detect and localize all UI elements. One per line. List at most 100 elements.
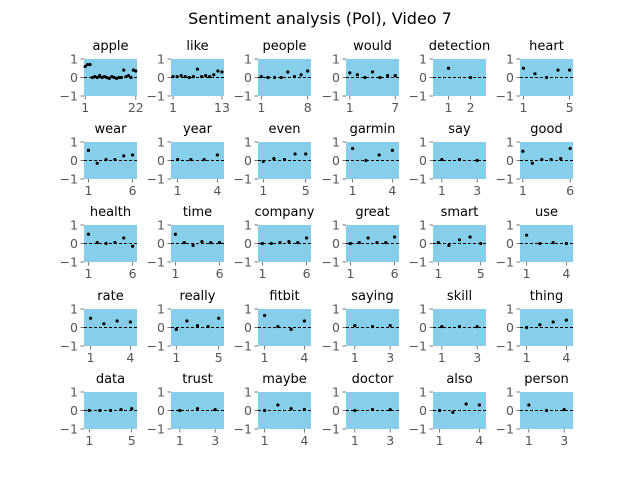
y-tick-label: −1 <box>496 255 514 270</box>
data-point <box>220 70 224 74</box>
data-point <box>113 157 117 162</box>
data-point <box>130 244 135 248</box>
data-point <box>126 74 131 78</box>
y-tick-label: −1 <box>496 339 514 354</box>
data-point <box>86 62 90 67</box>
x-tick-label: 1 <box>519 183 527 198</box>
panel-title: health <box>90 205 131 220</box>
data-point <box>183 74 187 79</box>
panel-title: skill <box>447 289 472 304</box>
x-tick-label: 1 <box>444 100 452 115</box>
data-point <box>266 75 270 80</box>
y-tick-label: −1 <box>322 89 340 104</box>
panel-title: also <box>446 372 472 387</box>
data-point <box>90 75 95 80</box>
data-point <box>440 157 444 162</box>
panel-title: smart <box>441 205 479 220</box>
data-point <box>176 157 180 162</box>
data-point <box>353 408 357 413</box>
data-point <box>86 148 91 152</box>
data-point <box>102 74 107 79</box>
x-tick-label: 4 <box>126 350 134 365</box>
panel-title: person <box>524 372 569 387</box>
data-point <box>446 66 451 70</box>
y-tick-label: 1 <box>419 52 427 67</box>
panel-title: apple <box>92 39 128 54</box>
data-point <box>185 319 189 323</box>
y-tick-label: 1 <box>419 218 427 233</box>
y-tick-label: 1 <box>506 52 514 67</box>
data-point <box>119 407 123 412</box>
y-tick-label: 0 <box>157 320 165 335</box>
x-tick-label: 1 <box>434 266 442 281</box>
data-point <box>104 157 108 162</box>
data-point <box>191 243 195 247</box>
x-tick-label: 4 <box>300 433 308 448</box>
y-tick-label: −1 <box>409 89 427 104</box>
data-point <box>173 232 178 236</box>
x-tick-label: 1 <box>257 100 265 115</box>
y-tick-label: 1 <box>332 135 340 150</box>
y-tick-label: 0 <box>244 70 252 85</box>
x-tick-label: 3 <box>211 433 219 448</box>
x-tick-label: 6 <box>303 266 311 281</box>
data-point <box>559 157 563 161</box>
y-tick-label: 1 <box>70 302 78 317</box>
data-point <box>115 319 119 323</box>
data-point <box>174 327 178 331</box>
data-point <box>384 240 388 245</box>
y-tick-label: 0 <box>419 320 427 335</box>
x-tick-label: 3 <box>386 350 394 365</box>
panel-title: like <box>186 39 208 54</box>
data-point <box>549 157 553 162</box>
y-tick-label: 1 <box>332 218 340 233</box>
panel-title: really <box>180 289 216 304</box>
data-point <box>263 313 267 318</box>
data-point <box>438 408 442 413</box>
data-point <box>527 403 531 407</box>
data-point <box>191 74 196 79</box>
y-tick-label: 0 <box>419 403 427 418</box>
x-tick-label: 5 <box>128 433 136 448</box>
panel-title: garmin <box>350 122 396 137</box>
x-tick-label: 1 <box>81 100 89 115</box>
x-tick-label: 4 <box>300 350 308 365</box>
y-tick-label: 0 <box>332 403 340 418</box>
data-point <box>269 241 273 246</box>
y-tick-label: 0 <box>332 236 340 251</box>
data-point <box>100 75 104 80</box>
data-point <box>212 73 216 77</box>
data-point <box>95 161 99 165</box>
chart-title: Sentiment analysis (Pol), Video 7 <box>188 9 452 28</box>
data-point <box>564 241 568 246</box>
y-tick-label: 0 <box>244 236 252 251</box>
data-point <box>568 146 572 151</box>
x-tick-label: 1 <box>169 100 177 115</box>
x-tick-label: 3 <box>386 433 394 448</box>
y-tick-label: −1 <box>322 172 340 187</box>
data-point <box>124 74 128 79</box>
data-point <box>556 68 560 72</box>
y-tick-label: 0 <box>506 403 514 418</box>
y-tick-label: 1 <box>506 385 514 400</box>
data-point <box>562 407 566 412</box>
data-point <box>521 66 526 70</box>
data-point <box>87 408 91 413</box>
data-point <box>195 407 200 411</box>
data-point <box>107 76 111 81</box>
panel-title: great <box>355 205 389 220</box>
data-point <box>457 324 462 329</box>
x-tick-label: 1 <box>84 183 92 198</box>
y-tick-label: 0 <box>506 320 514 335</box>
panel-title: trust <box>182 372 213 387</box>
y-tick-label: −1 <box>147 172 165 187</box>
x-tick-label: 1 <box>436 433 444 448</box>
data-point <box>538 323 542 327</box>
